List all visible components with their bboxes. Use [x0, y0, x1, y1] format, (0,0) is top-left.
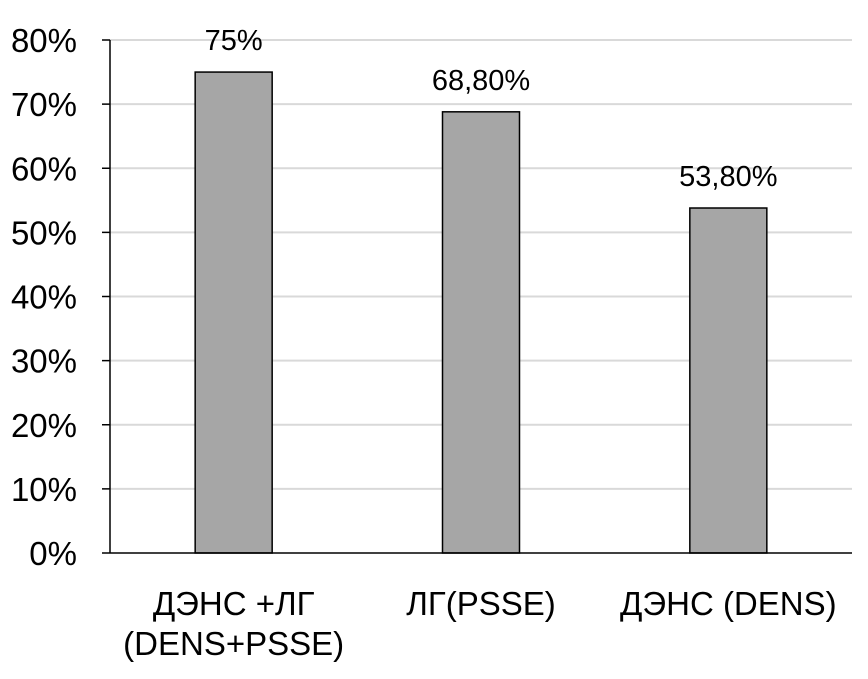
y-tick-label: 60%	[11, 150, 77, 187]
data-label: 75%	[205, 25, 263, 57]
y-tick-label: 20%	[11, 407, 77, 444]
x-tick-label: (DENS+PSSE)	[123, 625, 344, 662]
y-tick-label: 40%	[11, 279, 77, 316]
bar	[689, 207, 768, 554]
y-tick-label: 0%	[29, 535, 77, 572]
data-label: 68,80%	[432, 65, 530, 97]
bars	[194, 71, 768, 554]
x-tick-label: ЛГ(PSSE)	[406, 585, 556, 622]
x-tick-label: ДЭНС +ЛГ	[153, 585, 315, 622]
y-tick-label: 30%	[11, 343, 77, 380]
y-tick-label: 50%	[11, 214, 77, 251]
y-tick-labels: 0% 10% 20% 30% 40% 50% 60% 70% 80%	[11, 22, 77, 572]
y-tick-label: 80%	[11, 22, 77, 59]
y-tick-label: 10%	[11, 471, 77, 508]
data-labels: 75% 68,80% 53,80%	[205, 25, 778, 193]
bar	[441, 111, 521, 554]
x-tick-labels: ДЭНС +ЛГ(DENS+PSSE) ЛГ(PSSE) ДЭНС (DENS)	[123, 585, 836, 662]
y-tick-label: 70%	[11, 86, 77, 123]
x-tick-label: ДЭНС (DENS)	[620, 585, 837, 622]
data-label: 53,80%	[679, 161, 777, 193]
axes	[102, 39, 852, 554]
bar	[194, 71, 273, 554]
